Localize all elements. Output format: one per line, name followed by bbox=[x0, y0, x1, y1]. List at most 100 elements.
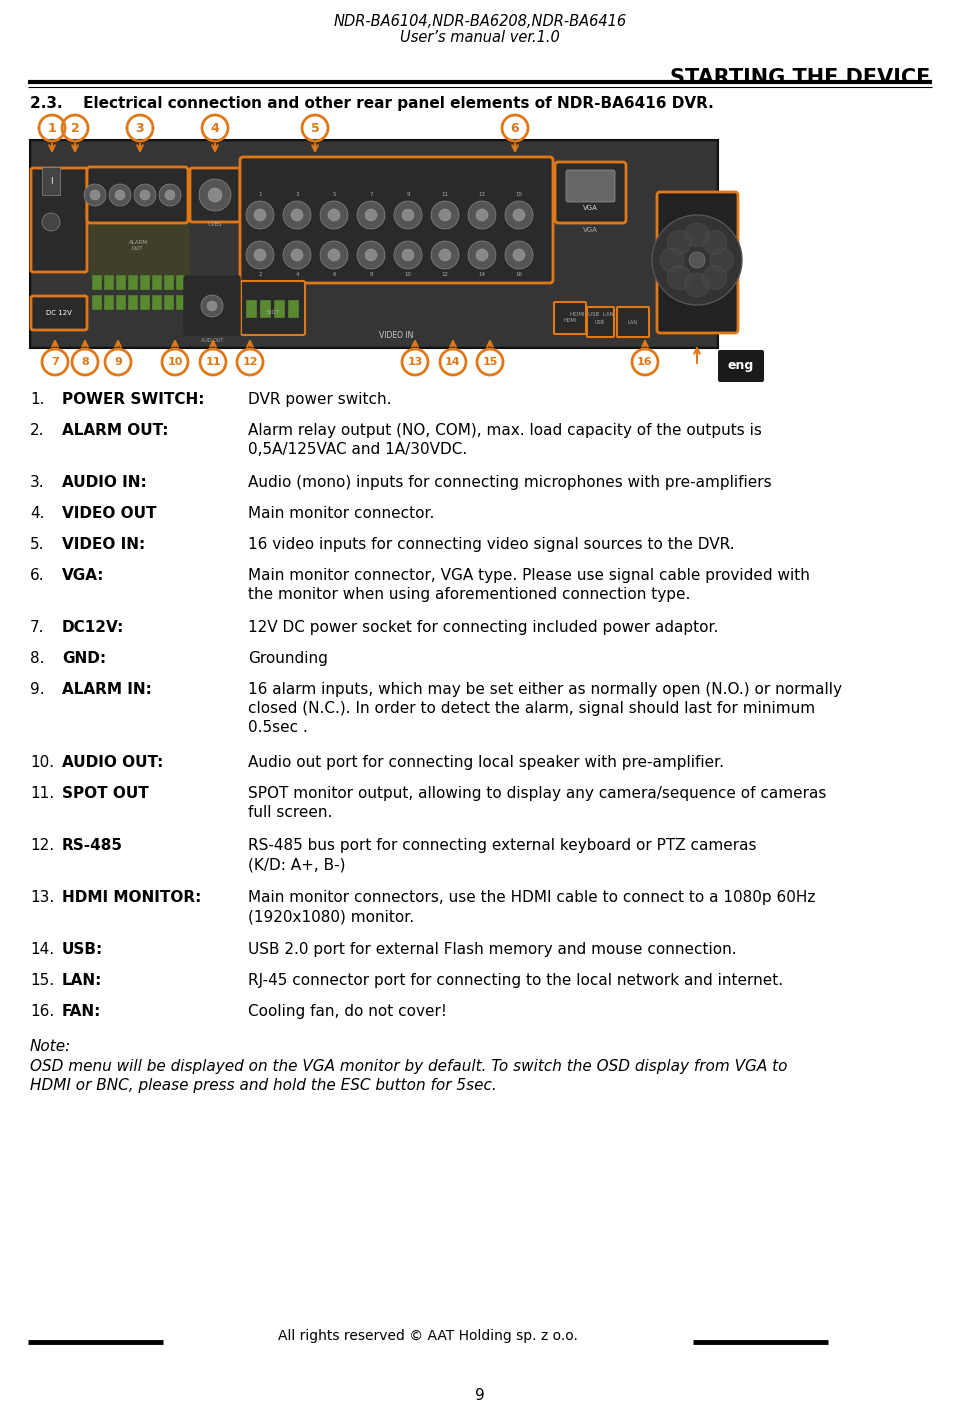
Text: 13.: 13. bbox=[30, 890, 55, 905]
Text: 14.: 14. bbox=[30, 942, 54, 957]
Circle shape bbox=[320, 240, 348, 269]
Text: 7.: 7. bbox=[30, 620, 44, 636]
Bar bbox=[152, 276, 162, 290]
Text: I: I bbox=[50, 177, 52, 186]
Text: 11: 11 bbox=[205, 357, 221, 367]
Circle shape bbox=[254, 249, 266, 262]
Text: Audio (mono) inputs for connecting microphones with pre-amplifiers: Audio (mono) inputs for connecting micro… bbox=[248, 475, 772, 491]
Text: USB:: USB: bbox=[62, 942, 104, 957]
Bar bbox=[288, 299, 299, 318]
Text: 11: 11 bbox=[442, 193, 448, 197]
Bar bbox=[104, 295, 114, 309]
Text: LAN:: LAN: bbox=[62, 973, 103, 988]
Bar bbox=[32, 142, 716, 346]
Circle shape bbox=[357, 201, 385, 229]
Text: 14: 14 bbox=[478, 273, 486, 277]
Text: Main monitor connector, VGA type. Please use signal cable provided with
the moni: Main monitor connector, VGA type. Please… bbox=[248, 568, 810, 602]
Bar bbox=[164, 276, 174, 290]
Text: VGA: VGA bbox=[583, 226, 597, 233]
Text: 12V DC power socket for connecting included power adaptor.: 12V DC power socket for connecting inclu… bbox=[248, 620, 718, 636]
Text: VGA: VGA bbox=[583, 205, 597, 211]
Text: STARTING THE DEVICE: STARTING THE DEVICE bbox=[670, 67, 930, 89]
Circle shape bbox=[685, 273, 709, 297]
Circle shape bbox=[320, 201, 348, 229]
Circle shape bbox=[667, 231, 691, 254]
Text: Main monitor connectors, use the HDMI cable to connect to a 1080p 60Hz
(1920x108: Main monitor connectors, use the HDMI ca… bbox=[248, 890, 815, 924]
Text: 3.: 3. bbox=[30, 475, 44, 491]
Text: NDR-BA6104,NDR-BA6208,NDR-BA6416: NDR-BA6104,NDR-BA6208,NDR-BA6416 bbox=[333, 14, 627, 30]
Circle shape bbox=[667, 266, 691, 290]
Text: 10: 10 bbox=[167, 357, 182, 367]
Text: Cooling fan, do not cover!: Cooling fan, do not cover! bbox=[248, 1004, 446, 1019]
Bar bbox=[104, 276, 114, 290]
FancyBboxPatch shape bbox=[240, 157, 553, 283]
Circle shape bbox=[505, 240, 533, 269]
Circle shape bbox=[685, 224, 709, 247]
Circle shape bbox=[207, 301, 217, 311]
Text: 12: 12 bbox=[242, 357, 257, 367]
Circle shape bbox=[660, 247, 684, 271]
Circle shape bbox=[402, 249, 414, 262]
Circle shape bbox=[439, 209, 451, 221]
Text: 4: 4 bbox=[296, 273, 299, 277]
Bar bbox=[140, 295, 150, 309]
Text: 2: 2 bbox=[71, 121, 80, 135]
Circle shape bbox=[468, 201, 496, 229]
Circle shape bbox=[652, 215, 742, 305]
Circle shape bbox=[115, 190, 125, 200]
Circle shape bbox=[689, 252, 705, 269]
Text: AUDIO IN:: AUDIO IN: bbox=[62, 475, 147, 491]
Circle shape bbox=[394, 201, 422, 229]
Circle shape bbox=[439, 249, 451, 262]
Text: DVR power switch.: DVR power switch. bbox=[248, 392, 392, 406]
Bar bbox=[246, 299, 257, 318]
Text: RS-485 bus port for connecting external keyboard or PTZ cameras
(K/D: A+, B-): RS-485 bus port for connecting external … bbox=[248, 838, 756, 872]
Circle shape bbox=[201, 295, 223, 316]
Bar bbox=[128, 276, 138, 290]
Circle shape bbox=[165, 190, 175, 200]
Text: 14: 14 bbox=[445, 357, 461, 367]
Text: AUDIO OUT:: AUDIO OUT: bbox=[62, 755, 163, 770]
Circle shape bbox=[291, 249, 303, 262]
Text: 6: 6 bbox=[332, 273, 336, 277]
FancyBboxPatch shape bbox=[657, 193, 738, 333]
Text: 16: 16 bbox=[516, 273, 522, 277]
Text: AUD OUT: AUD OUT bbox=[201, 337, 223, 343]
Circle shape bbox=[199, 179, 231, 211]
Text: 9: 9 bbox=[475, 1388, 485, 1403]
Bar bbox=[116, 276, 126, 290]
FancyBboxPatch shape bbox=[587, 307, 614, 337]
Text: 5: 5 bbox=[311, 121, 320, 135]
Text: 8.: 8. bbox=[30, 651, 44, 666]
Circle shape bbox=[505, 201, 533, 229]
Text: ALARM
OUT: ALARM OUT bbox=[129, 240, 148, 250]
FancyBboxPatch shape bbox=[554, 302, 586, 335]
Text: GND:: GND: bbox=[62, 651, 107, 666]
Text: 6.: 6. bbox=[30, 568, 44, 583]
Text: 3: 3 bbox=[135, 121, 144, 135]
Text: HDMI: HDMI bbox=[564, 318, 577, 322]
Text: 2.3.  Electrical connection and other rear panel elements of NDR-BA6416 DVR.: 2.3. Electrical connection and other rea… bbox=[30, 96, 713, 111]
Text: 12: 12 bbox=[442, 273, 448, 277]
Text: Note:: Note: bbox=[30, 1039, 71, 1054]
Text: 11.: 11. bbox=[30, 786, 54, 801]
Circle shape bbox=[513, 249, 525, 262]
Circle shape bbox=[468, 240, 496, 269]
FancyBboxPatch shape bbox=[31, 167, 87, 271]
Text: RS-485: RS-485 bbox=[62, 838, 123, 853]
Text: 1: 1 bbox=[48, 121, 57, 135]
Text: 5.: 5. bbox=[30, 537, 44, 553]
Circle shape bbox=[476, 209, 488, 221]
Circle shape bbox=[140, 190, 150, 200]
Text: RJ-45 connector port for connecting to the local network and internet.: RJ-45 connector port for connecting to t… bbox=[248, 973, 783, 988]
Text: Alarm relay output (NO, COM), max. load capacity of the outputs is
0,5A/125VAC a: Alarm relay output (NO, COM), max. load … bbox=[248, 423, 762, 457]
Text: 3: 3 bbox=[296, 193, 299, 197]
FancyBboxPatch shape bbox=[555, 162, 626, 224]
Circle shape bbox=[402, 209, 414, 221]
Bar bbox=[140, 276, 150, 290]
Circle shape bbox=[328, 209, 340, 221]
Text: 16 alarm inputs, which may be set either as normally open (N.O.) or normally
clo: 16 alarm inputs, which may be set either… bbox=[248, 682, 842, 735]
Circle shape bbox=[703, 266, 727, 290]
Text: USB: USB bbox=[595, 321, 605, 326]
Text: 2.: 2. bbox=[30, 423, 44, 439]
